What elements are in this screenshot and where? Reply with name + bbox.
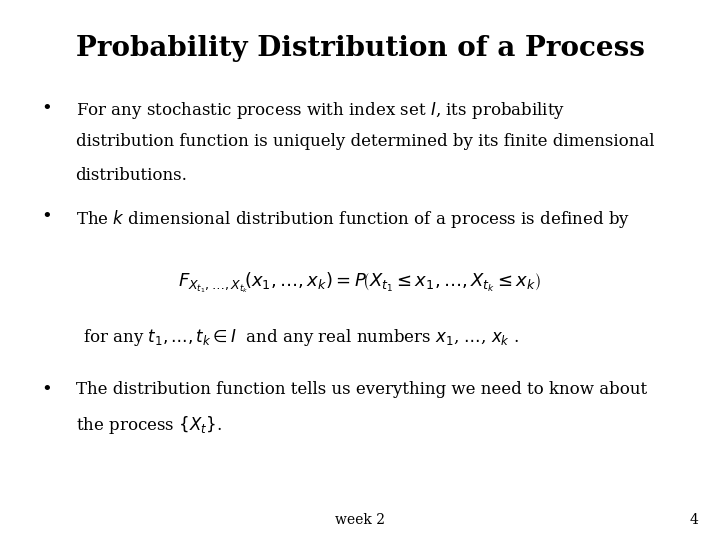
Text: Probability Distribution of a Process: Probability Distribution of a Process	[76, 35, 644, 62]
Text: distribution function is uniquely determined by its finite dimensional: distribution function is uniquely determ…	[76, 133, 654, 150]
Text: •: •	[42, 381, 52, 399]
Text: •: •	[42, 100, 52, 118]
Text: The distribution function tells us everything we need to know about: The distribution function tells us every…	[76, 381, 647, 397]
Text: for any $t_1,\ldots,t_k \in I$  and any real numbers $x_1$, $\ldots$, $x_k$ .: for any $t_1,\ldots,t_k \in I$ and any r…	[83, 327, 519, 348]
Text: the process $\{X_t\}$.: the process $\{X_t\}$.	[76, 414, 222, 436]
Text: week 2: week 2	[335, 512, 385, 526]
Text: distributions.: distributions.	[76, 167, 187, 184]
Text: 4: 4	[690, 512, 698, 526]
Text: $F_{X_{t_1},\ldots,X_{t_k}}\!(x_1,\ldots,x_k)= P\!\left(X_{t_1} \leq x_1,\ldots,: $F_{X_{t_1},\ldots,X_{t_k}}\!(x_1,\ldots…	[179, 270, 541, 295]
Text: For any stochastic process with index set $I$, its probability: For any stochastic process with index se…	[76, 100, 564, 121]
Text: •: •	[42, 208, 52, 226]
Text: The $k$ dimensional distribution function of a process is defined by: The $k$ dimensional distribution functio…	[76, 208, 630, 230]
